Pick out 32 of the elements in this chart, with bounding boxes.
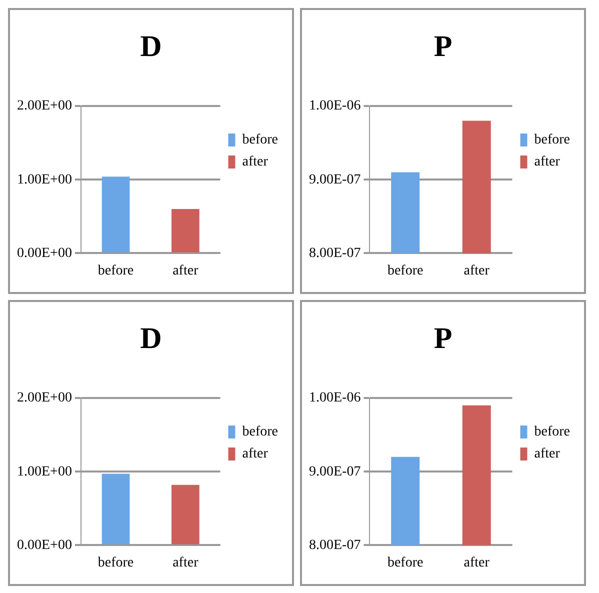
chart-title: P [434,322,452,355]
legend-label: before [242,132,278,148]
x-tick-label: before [98,263,134,278]
x-tick-label: before [387,555,424,570]
legend-label: after [242,154,268,170]
y-tick-label: 1.00E+00 [16,172,72,188]
x-tick-label: after [172,263,199,278]
y-tick-label: 0.00E+00 [16,538,72,553]
chart-title: D [140,30,162,63]
y-tick-label: 8.00E-07 [308,538,361,553]
legend-label: before [534,132,570,148]
legend-label: after [534,446,560,462]
y-tick-label: 9.00E-07 [308,172,361,188]
y-tick-label: 1.00E+00 [16,464,72,480]
legend-label: before [242,424,278,440]
x-tick-label: after [172,555,199,570]
y-tick-label: 0.00E+00 [16,246,72,261]
x-tick-label: after [464,555,490,570]
x-tick-label: after [464,263,490,278]
legend-label: after [242,446,268,462]
y-tick-label: 9.00E-07 [308,464,361,480]
legend-label: before [534,424,570,440]
legend-label: after [534,154,560,170]
x-tick-label: before [98,555,134,570]
chart-title: P [434,30,452,63]
y-tick-label: 2.00E+00 [16,98,72,114]
y-tick-label: 1.00E-06 [308,390,361,406]
y-tick-label: 1.00E-06 [308,98,361,114]
y-tick-label: 8.00E-07 [308,246,361,261]
chart-title: D [140,322,162,355]
x-tick-label: before [387,263,424,278]
y-tick-label: 2.00E+00 [16,390,72,406]
